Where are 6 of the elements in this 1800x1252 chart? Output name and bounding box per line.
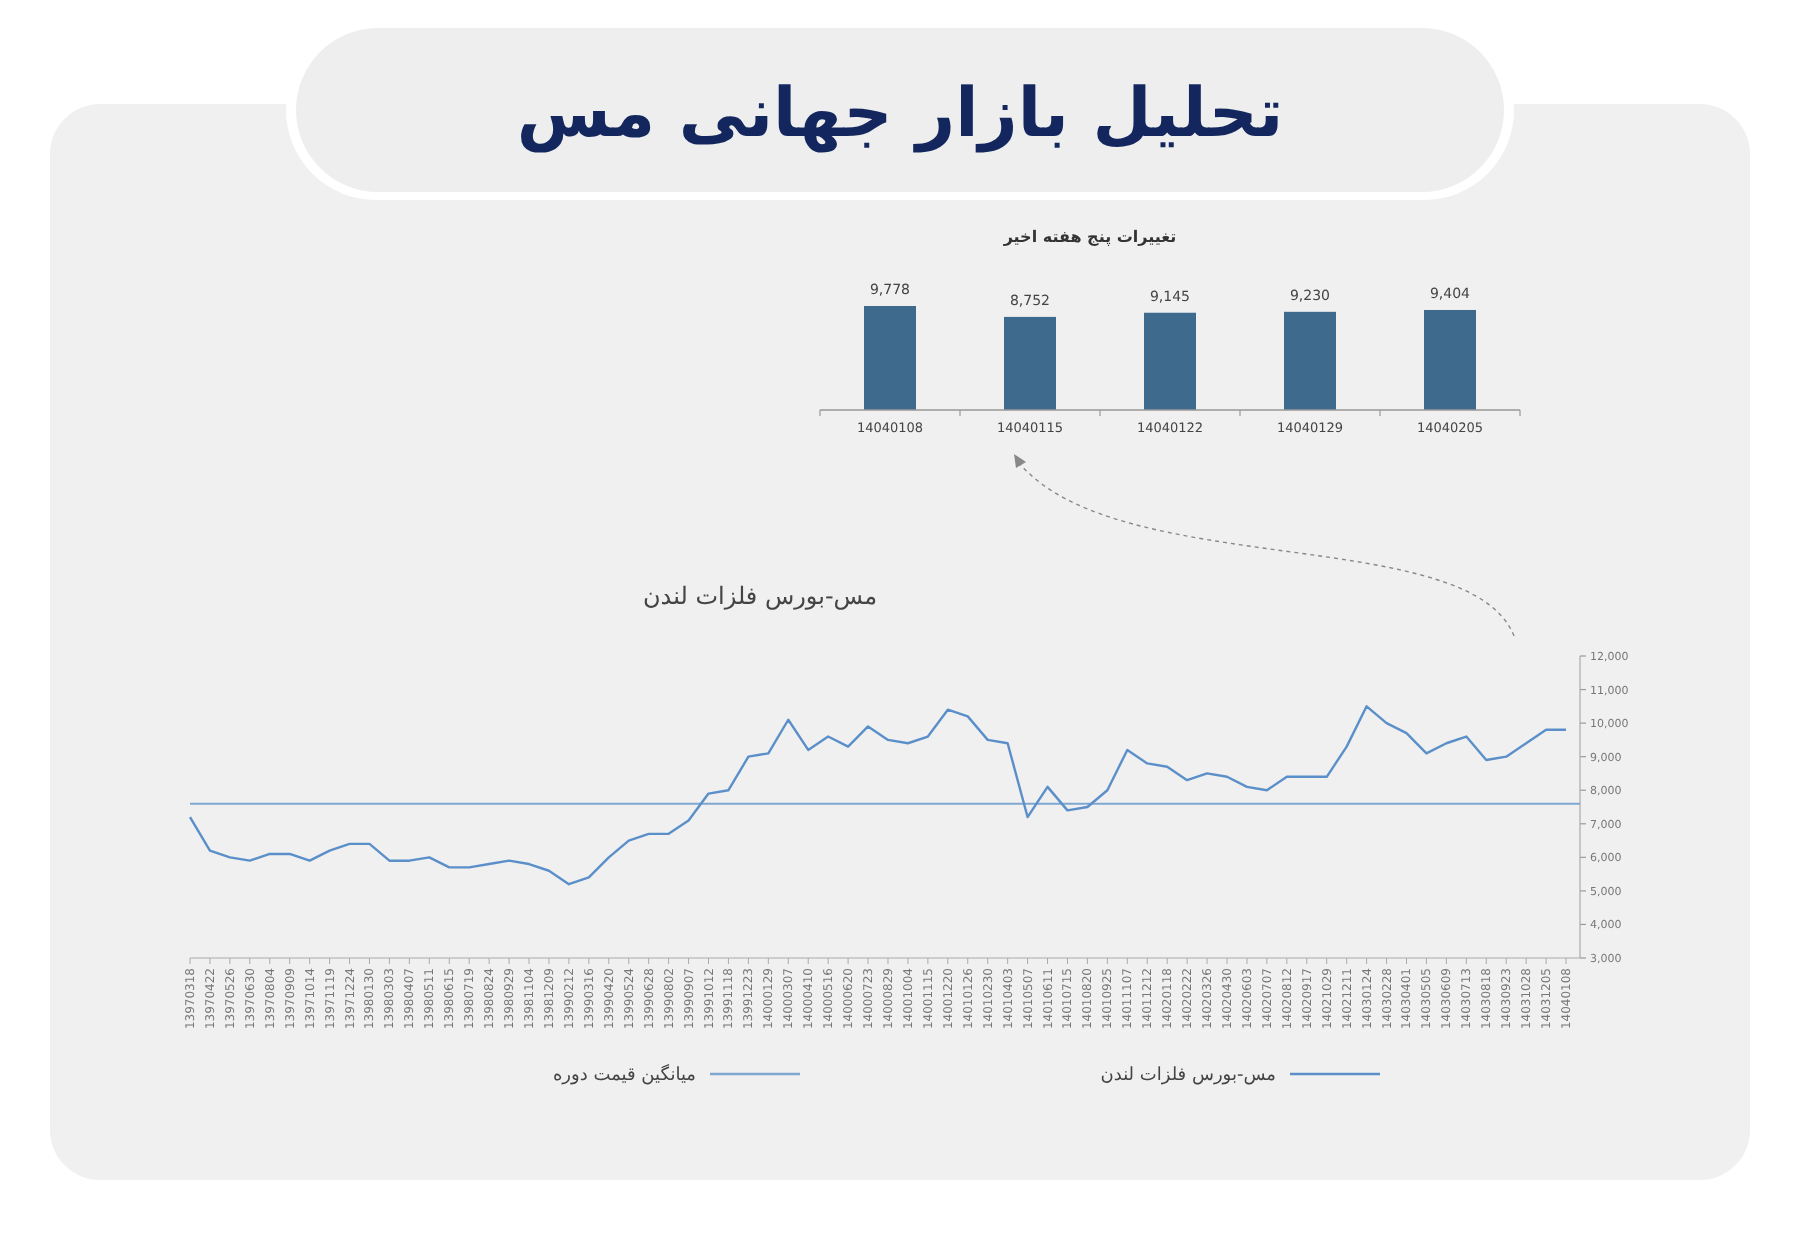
legend-label: میانگین قیمت دوره bbox=[552, 1062, 697, 1086]
legend-label: مس-بورس فلزات لندن bbox=[1100, 1066, 1277, 1086]
chart-title: مس-بورس فلزات لندن bbox=[642, 582, 878, 610]
line-series bbox=[188, 705, 1568, 886]
chart-subtitle: تغییرات پنج هفته اخیر bbox=[1001, 228, 1177, 246]
chart-title: تحلیل بازار جهانی مس bbox=[516, 74, 1284, 154]
